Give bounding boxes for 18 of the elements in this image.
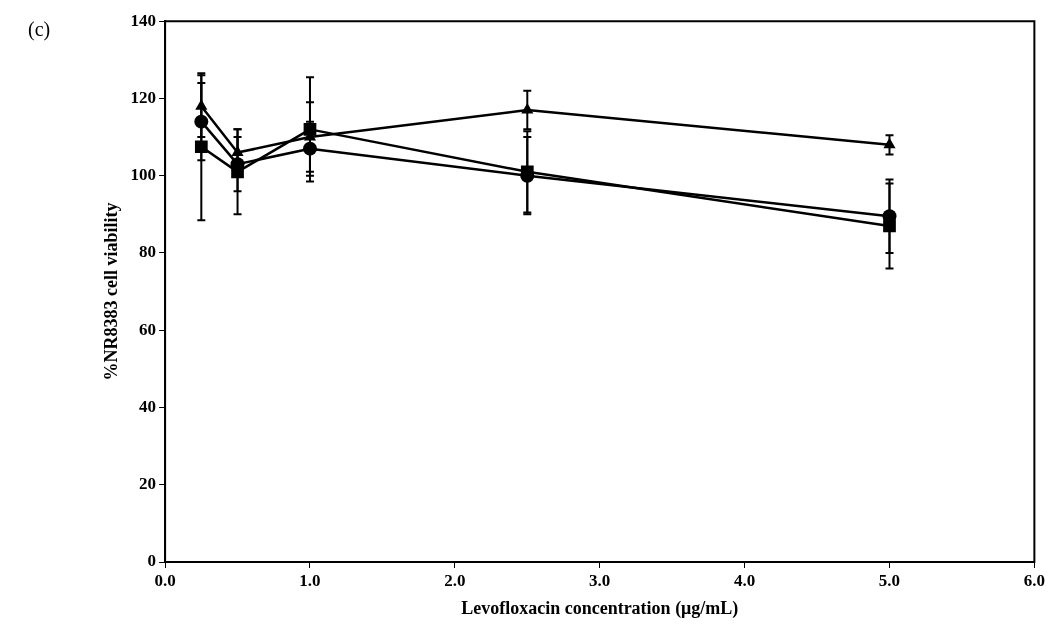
x-tick-label: 4.0 xyxy=(733,570,756,590)
y-tick-label: 100 xyxy=(130,165,157,185)
x-tick-label: 0.0 xyxy=(154,570,176,590)
y-tick-label: 120 xyxy=(130,87,157,107)
x-tick-label: 3.0 xyxy=(589,570,611,590)
y-tick-label: 40 xyxy=(139,396,157,416)
y-tick-label: 60 xyxy=(139,319,157,339)
x-tick-label: 2.0 xyxy=(444,570,466,590)
y-tick-label: 140 xyxy=(130,10,157,30)
y-tick-label: 0 xyxy=(147,551,157,571)
x-tick-label: 5.0 xyxy=(878,570,901,590)
y-axis-title: %NR8383 cell viability xyxy=(101,202,122,381)
y-tick-label: 80 xyxy=(139,242,157,262)
x-axis-title: Levofloxacin concentration (μg/mL) xyxy=(461,597,739,619)
text: (c) xyxy=(28,18,51,41)
x-tick-label: 6.0 xyxy=(1023,570,1045,590)
y-tick-label: 20 xyxy=(139,474,157,494)
x-tick-label: 1.0 xyxy=(299,570,321,590)
